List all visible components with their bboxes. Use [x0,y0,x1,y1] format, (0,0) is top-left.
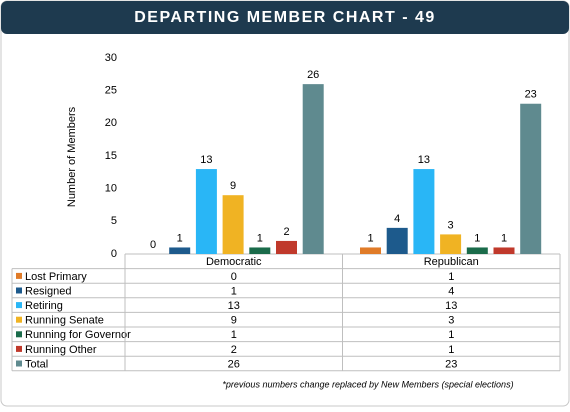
data-label: 1 [367,232,373,244]
legend-swatch [16,272,22,279]
table-cell: 1 [448,271,454,283]
legend-swatch [16,345,22,352]
data-label: 3 [448,219,454,231]
legend-swatch [16,331,22,338]
bar [276,240,297,254]
data-label: 13 [418,154,430,166]
y-tick-label: 0 [111,248,117,260]
data-label: 0 [150,239,156,251]
y-tick-label: 25 [105,85,117,97]
bar [440,234,462,254]
table-cell: 1 [448,329,454,341]
data-label: 1 [501,232,507,244]
data-label: 23 [525,89,537,101]
y-tick-label: 30 [105,52,117,64]
legend-label: Running Other [25,344,97,356]
table-cell: 23 [445,358,457,370]
y-tick-label: 10 [105,183,117,195]
x-tick-label: Democratic [206,256,262,268]
data-label: 26 [307,69,319,81]
footnote: *previous numbers change replaced by New… [222,379,513,389]
data-label: 1 [474,232,480,244]
bar [520,103,542,254]
bar [360,247,381,254]
data-label: 1 [257,232,263,244]
legend-swatch [16,360,22,367]
legend-label: Retiring [25,300,63,312]
bar [195,169,217,254]
y-axis-label: Number of Members [66,106,78,207]
table-cell: 1 [231,285,237,297]
bar [386,227,408,254]
legend-label: Running for Governor [25,329,131,341]
table-cell: 4 [448,285,454,297]
data-label: 1 [177,232,183,244]
data-label: 2 [283,226,289,238]
table-cell: 13 [228,300,240,312]
table-cell: 13 [445,300,457,312]
table-cell: 1 [448,344,454,356]
table-cell: 1 [231,329,237,341]
chart-title: DEPARTING MEMBER CHART - 49 [134,9,436,26]
table-cell: 26 [228,358,240,370]
legend-swatch [16,302,22,309]
data-label: 9 [230,180,236,192]
legend-label: Running Senate [25,315,104,327]
y-tick-label: 20 [105,117,117,129]
legend-label: Total [25,358,48,370]
data-label: 13 [200,154,212,166]
legend-label: Lost Primary [25,271,87,283]
y-tick-label: 15 [105,150,117,162]
bar [413,169,435,254]
title-bar [1,1,569,34]
bar [466,247,488,254]
bar [222,195,244,254]
legend-label: Resigned [25,285,71,297]
bar [249,247,271,254]
y-tick-label: 5 [111,215,117,227]
legend-swatch [16,316,22,323]
bar [493,247,515,254]
data-label: 4 [394,213,400,225]
bar [169,247,191,254]
table-cell: 3 [448,315,454,327]
bar [302,84,324,254]
table-cell: 0 [231,271,237,283]
table-cell: 2 [231,344,237,356]
legend-swatch [16,287,22,294]
table-cell: 9 [231,315,237,327]
x-tick-label: Republican [424,256,479,268]
